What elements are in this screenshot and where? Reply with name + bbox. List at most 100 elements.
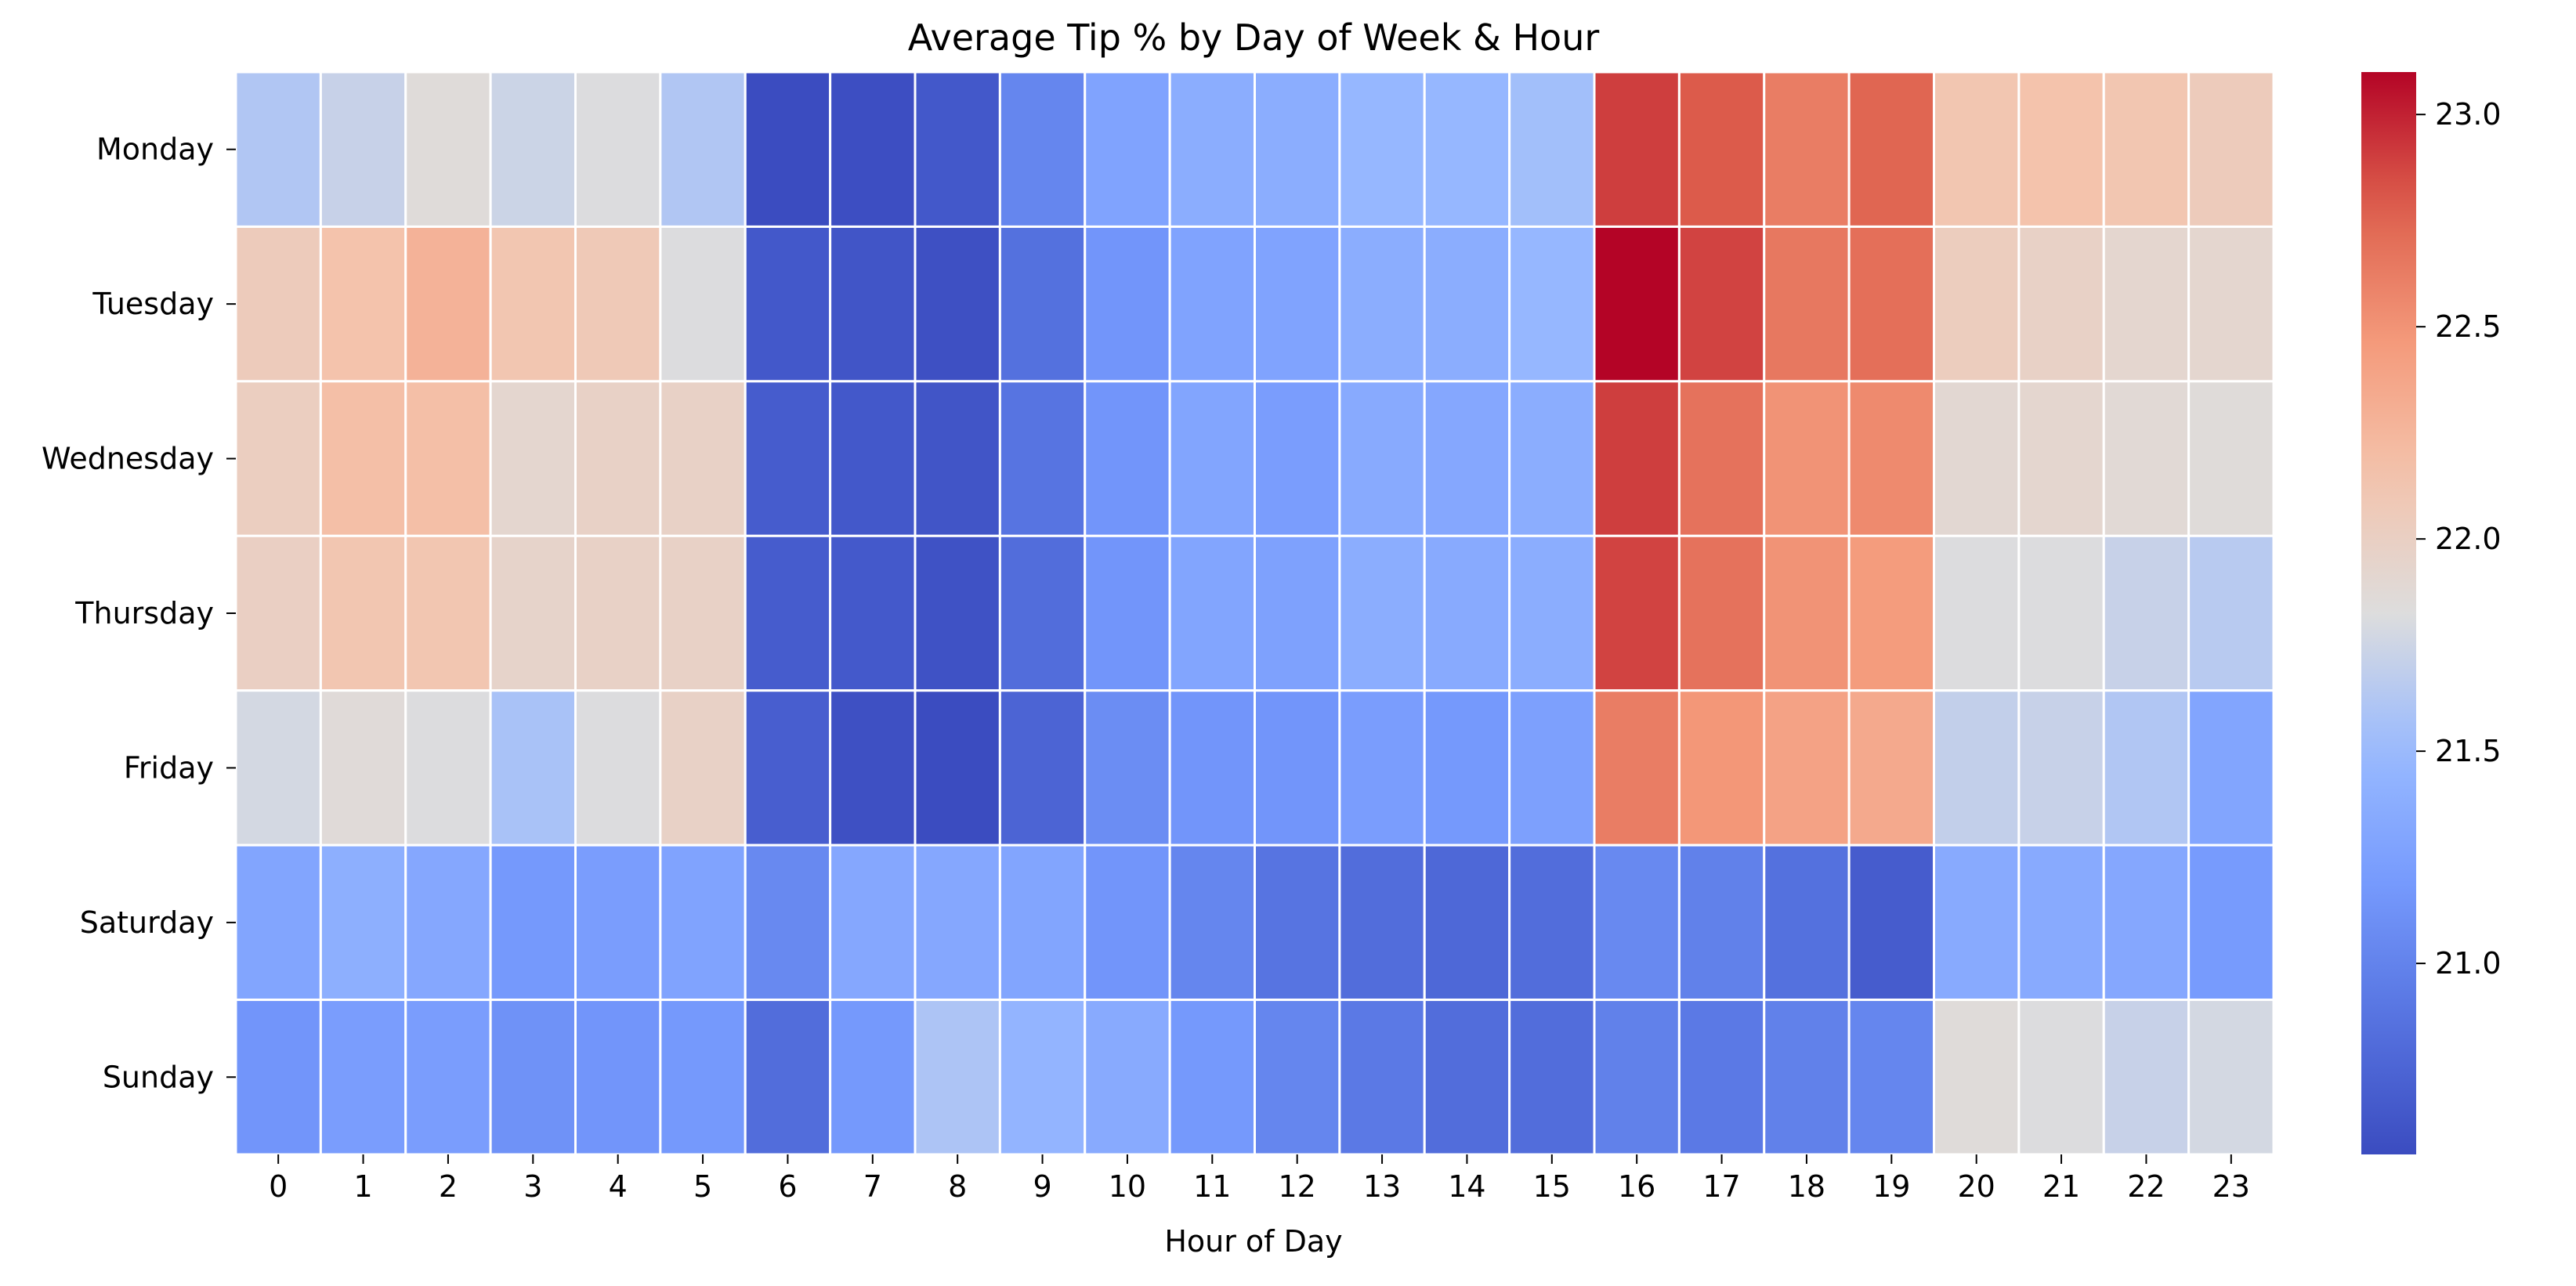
heatmap-cell [998, 843, 1087, 1002]
heatmap-cell [234, 999, 322, 1156]
x-tick-label: 9 [1033, 1169, 1051, 1204]
heatmap-cell [743, 534, 832, 692]
heatmap-cell [914, 843, 1001, 1002]
heatmap-cell [2102, 689, 2191, 847]
heatmap-cell [1677, 534, 1766, 692]
heatmap-cell [1677, 70, 1766, 228]
heatmap-cell [1423, 225, 1511, 383]
heatmap-cell [1933, 689, 2021, 847]
heatmap-cell [1933, 843, 2021, 1002]
heatmap-cell [2187, 999, 2275, 1156]
y-tick-label: Friday [124, 750, 214, 785]
heatmap-cell [1168, 999, 1256, 1156]
heatmap-cell [2017, 534, 2105, 692]
heatmap-cell [489, 999, 577, 1156]
x-tick-label: 8 [948, 1169, 967, 1204]
heatmap-cell [1338, 70, 1426, 228]
heatmap-cell [2187, 843, 2275, 1002]
heatmap-cell [1508, 534, 1596, 692]
heatmap-cell [1763, 999, 1851, 1156]
heatmap-cell [1423, 534, 1511, 692]
chart-title: Average Tip % by Day of Week & Hour [908, 16, 1600, 59]
colorbar-tick-label: 22.5 [2435, 309, 2502, 344]
heatmap-cell [1677, 843, 1766, 1002]
x-tick-label: 22 [2127, 1169, 2165, 1204]
y-axis: Monday Tuesday Wednesday Thursday Friday Satu… [42, 132, 236, 1094]
heatmap-cell [2187, 380, 2275, 537]
heatmap-cell [1763, 843, 1851, 1002]
heatmap-cell [659, 70, 747, 228]
heatmap-cell [998, 999, 1087, 1156]
heatmap-cell [2017, 70, 2105, 228]
heatmap-cell [489, 689, 577, 847]
heatmap-cell [1338, 843, 1426, 1002]
heatmap-cell [659, 225, 747, 383]
heatmap-cell [234, 843, 322, 1002]
heatmap-cell [489, 534, 577, 692]
heatmap-cell [829, 380, 917, 537]
x-tick-label: 5 [693, 1169, 712, 1204]
heatmap-cell [914, 225, 1001, 383]
heatmap-cell [659, 534, 747, 692]
heatmap-cell [1847, 843, 1935, 1002]
heatmap-cell [1338, 225, 1426, 383]
heatmap-cell [1254, 534, 1341, 692]
x-tick-label: 14 [1448, 1169, 1485, 1204]
heatmap-cell [1254, 843, 1341, 1002]
heatmap-cell [234, 380, 322, 537]
heatmap-cell [2017, 689, 2105, 847]
heatmap-cell [1677, 689, 1766, 847]
heatmap-cell [1168, 689, 1256, 847]
y-tick-label: Saturday [80, 905, 214, 940]
heatmap-cell [489, 225, 577, 383]
heatmap-cell [489, 70, 577, 228]
heatmap-cell [1593, 534, 1681, 692]
heatmap-cell [1254, 70, 1341, 228]
heatmap-cell [914, 689, 1001, 847]
heatmap-cell [404, 380, 492, 537]
heatmap-cell [574, 534, 662, 692]
heatmap-cell [574, 225, 662, 383]
heatmap-cell [743, 225, 832, 383]
heatmap-cell [1763, 380, 1851, 537]
colorbar-tick-label: 23.0 [2435, 97, 2502, 132]
heatmap-cell [1423, 999, 1511, 1156]
heatmap-cell [2017, 225, 2105, 383]
x-tick-label: 12 [1279, 1169, 1316, 1204]
x-tick-label: 16 [1618, 1169, 1655, 1204]
heatmap-cell [1168, 843, 1256, 1002]
heatmap-cell [1254, 689, 1341, 847]
heatmap-cell [998, 534, 1087, 692]
heatmap-cell [829, 225, 917, 383]
heatmap-cell [1084, 999, 1171, 1156]
heatmap-cell [1423, 843, 1511, 1002]
heatmap-cell [659, 380, 747, 537]
heatmap-cell [743, 689, 832, 847]
heatmap-cell [1254, 999, 1341, 1156]
heatmap-cell [2017, 999, 2105, 1156]
heatmap-cell [1677, 225, 1766, 383]
x-tick-label: 1 [353, 1169, 372, 1204]
heatmap-cell [1084, 689, 1171, 847]
heatmap-cell [743, 380, 832, 537]
heatmap-cell [1763, 225, 1851, 383]
heatmap-cell [998, 70, 1087, 228]
heatmap-cell [319, 534, 407, 692]
x-tick-label: 11 [1193, 1169, 1231, 1204]
heatmap-cell [743, 70, 832, 228]
heatmap-cell [2187, 534, 2275, 692]
heatmap-cell [404, 689, 492, 847]
heatmap-cell [998, 689, 1087, 847]
heatmap-cell [319, 843, 407, 1002]
heatmap-cell [574, 70, 662, 228]
heatmap-cell [659, 999, 747, 1156]
heatmap-cell [1593, 999, 1681, 1156]
heatmap-cell [319, 999, 407, 1156]
heatmap-cell [1933, 380, 2021, 537]
heatmap-cell [914, 999, 1001, 1156]
x-tick-label: 18 [1788, 1169, 1825, 1204]
heatmap-cell [2187, 689, 2275, 847]
colorbar-tick-label: 21.0 [2435, 946, 2502, 981]
heatmap-cell [659, 843, 747, 1002]
heatmap-cell [1084, 225, 1171, 383]
